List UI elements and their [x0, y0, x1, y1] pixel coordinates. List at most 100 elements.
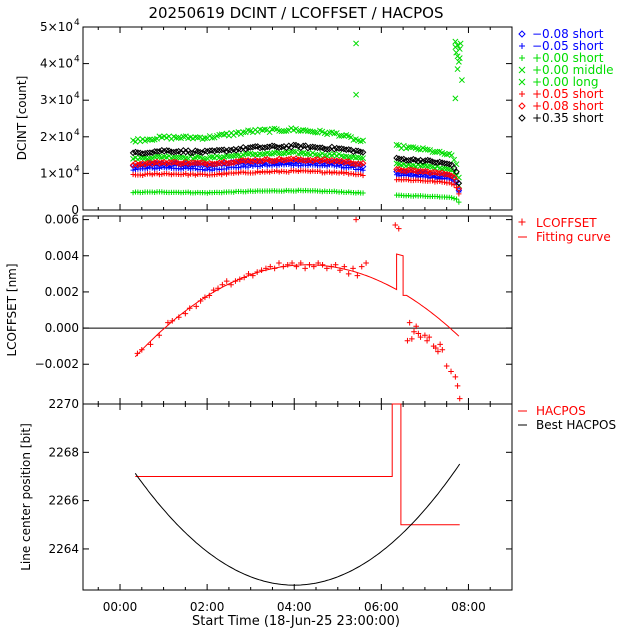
dcint-point — [338, 164, 345, 170]
dcint-point — [156, 148, 163, 155]
dcint-point — [163, 147, 170, 154]
dcint-point — [330, 145, 338, 153]
dcint-point — [166, 164, 172, 171]
dcint-point — [393, 166, 400, 173]
dcint-point — [242, 150, 249, 157]
lcoffset-ylabel: LCOFFSET [nm] — [5, 263, 19, 356]
dcint-point — [290, 148, 297, 155]
dcint-point — [202, 171, 208, 177]
dcint-point — [225, 153, 232, 160]
dcint-point — [172, 148, 180, 156]
dcint-point — [456, 199, 462, 205]
dcint-point — [168, 159, 175, 166]
dcint-point — [407, 156, 415, 164]
dcint-outlier-point — [456, 55, 463, 62]
hacpos-legend-label: Best HACPOS — [536, 418, 616, 432]
dcint-ylabel: DCINT [count] — [15, 76, 29, 161]
dcint-y-tick-exponent: 4 — [74, 164, 80, 174]
dcint-point — [144, 165, 151, 172]
dcint-point — [173, 154, 180, 161]
dcint-y-tick-label: 2×10 — [40, 130, 73, 144]
dcint-point — [336, 170, 342, 176]
dcint-point — [360, 190, 366, 196]
lcoffset-point — [324, 265, 330, 272]
dcint-point — [218, 159, 226, 167]
dcint-point — [187, 159, 194, 167]
dcint-point — [214, 171, 220, 178]
dcint-point — [330, 158, 338, 165]
dcint-point — [276, 169, 282, 175]
lcoffset-point — [345, 271, 352, 277]
dcint-point — [154, 165, 160, 171]
dcint-legend-label: +0.08 short — [532, 99, 604, 113]
dcint-point — [213, 160, 221, 168]
dcint-outlier-point — [457, 40, 464, 47]
dcint-legend-label: −0.08 short — [532, 27, 604, 41]
dcint-point — [456, 191, 462, 197]
hacpos-y-tick-label: 2268 — [48, 445, 79, 459]
dcint-series-1 — [130, 161, 462, 195]
dcint-point — [353, 190, 359, 196]
dcint-point — [182, 148, 190, 156]
dcint-y-tick-label: 3×10 — [40, 93, 73, 107]
dcint-point — [242, 145, 249, 153]
dcint-point — [240, 163, 246, 169]
lcoffset-point — [147, 341, 154, 348]
hacpos-legend-label: HACPOS — [536, 404, 586, 418]
dcint-point — [187, 149, 194, 157]
dcint-point — [206, 153, 213, 160]
dcint-point — [154, 153, 160, 160]
dcint-point — [309, 143, 317, 151]
dcint-point — [316, 144, 324, 152]
dcint-point — [317, 188, 323, 194]
dcint-point — [175, 154, 182, 161]
lcoffset-point — [289, 260, 295, 266]
dcint-point — [453, 168, 460, 176]
dcint-point — [266, 150, 273, 157]
dcint-point — [218, 131, 225, 138]
dcint-point — [136, 160, 144, 168]
dcint-point — [204, 161, 211, 168]
dcint-point — [247, 157, 254, 165]
lcoffset-point — [426, 334, 433, 340]
dcint-point — [290, 141, 297, 149]
dcint-point — [347, 159, 355, 167]
dcint-point — [393, 172, 400, 178]
dcint-point — [278, 143, 285, 151]
x-tick-label: 00:00 — [103, 600, 138, 614]
dcint-point — [338, 132, 345, 139]
dcint-point — [405, 166, 412, 174]
hacpos-ylabel: Line center position [bit] — [19, 423, 33, 571]
dcint-point — [293, 188, 299, 194]
dcint-outlier-point — [452, 95, 459, 102]
dcint-point — [129, 161, 137, 169]
dcint-legend-label: +0.00 middle — [532, 63, 614, 77]
dcint-point — [175, 166, 182, 172]
lcoffset-y-tick-label: 0.000 — [45, 321, 79, 335]
dcint-point — [285, 156, 293, 163]
dcint-point — [326, 157, 333, 165]
dcint-y-tick-label: 0 — [71, 203, 79, 217]
dcint-point — [352, 147, 360, 154]
dcint-point — [271, 162, 278, 168]
dcint-point — [177, 160, 185, 168]
dcint-point — [182, 155, 189, 162]
dcint-point — [185, 172, 191, 178]
dcint-point — [455, 179, 463, 187]
dcint-point — [341, 170, 347, 176]
dcint-outlier-point — [353, 40, 360, 47]
legend-marker — [518, 66, 526, 74]
dcint-point — [199, 166, 206, 173]
dcint-point — [286, 161, 292, 168]
dcint-point — [227, 159, 235, 167]
dcint-point — [134, 149, 142, 156]
lcoffset-point — [358, 263, 365, 270]
dcint-point — [405, 177, 412, 183]
dcint-point — [305, 162, 311, 168]
dcint-point — [152, 166, 158, 172]
dcint-point — [450, 164, 458, 172]
dcint-point — [148, 149, 156, 156]
dcint-point — [168, 172, 175, 178]
dcint-point — [256, 144, 264, 152]
dcint-point — [173, 134, 180, 141]
